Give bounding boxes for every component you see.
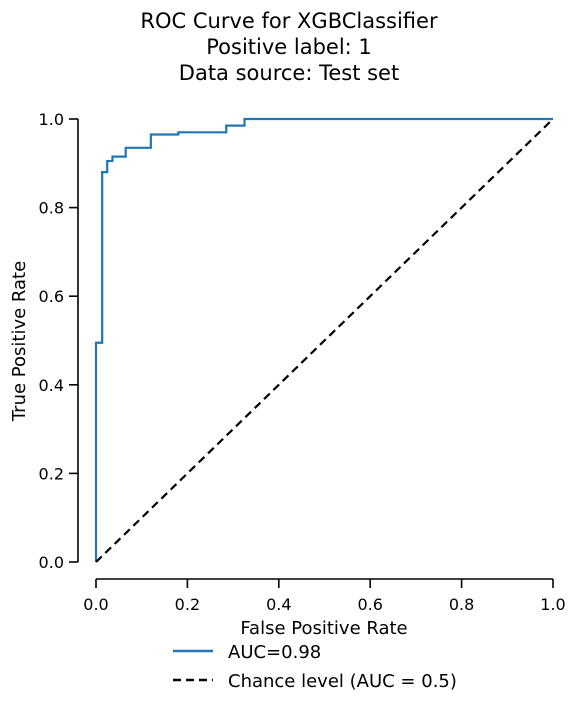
y-tick-label: 1.0 xyxy=(39,110,64,129)
y-tick-label: 0.2 xyxy=(39,464,64,483)
x-tick-label: 0.8 xyxy=(449,595,474,614)
y-tick-label: 0.4 xyxy=(39,376,64,395)
plot-lines xyxy=(94,117,554,563)
title-line-1: ROC Curve for XGBClassifier xyxy=(140,9,438,33)
chance-level-line xyxy=(95,118,554,563)
x-tick-label: 0.4 xyxy=(266,595,291,614)
legend: AUC=0.98 Chance level (AUC = 0.5) xyxy=(173,642,457,692)
legend-label-chance: Chance level (AUC = 0.5) xyxy=(228,671,457,692)
x-tick-label: 1.0 xyxy=(540,595,565,614)
x-tick-label: 0.2 xyxy=(175,595,200,614)
y-tick-label: 0.0 xyxy=(39,553,64,572)
y-tick-label: 0.6 xyxy=(39,287,64,306)
legend-label-roc: AUC=0.98 xyxy=(228,642,321,663)
title-line-3: Data source: Test set xyxy=(179,61,399,85)
title-line-2: Positive label: 1 xyxy=(206,35,372,59)
x-ticks: 0.0 0.2 0.4 0.6 0.8 1.0 xyxy=(83,579,566,614)
chart-title: ROC Curve for XGBClassifier Positive lab… xyxy=(140,9,438,85)
x-tick-label: 0.0 xyxy=(83,595,108,614)
roc-curve-line xyxy=(94,117,553,562)
y-tick-label: 0.8 xyxy=(39,199,64,218)
y-axis-label: True Positive Rate xyxy=(9,261,30,422)
axes: 0.0 0.2 0.4 0.6 0.8 1.0 0.0 0.2 0.4 0.6 0.8 1.0 xyxy=(39,110,566,614)
x-tick-label: 0.6 xyxy=(357,595,382,614)
y-ticks: 0.0 0.2 0.4 0.6 0.8 1.0 xyxy=(39,110,78,572)
x-axis-label: False Positive Rate xyxy=(240,618,407,639)
